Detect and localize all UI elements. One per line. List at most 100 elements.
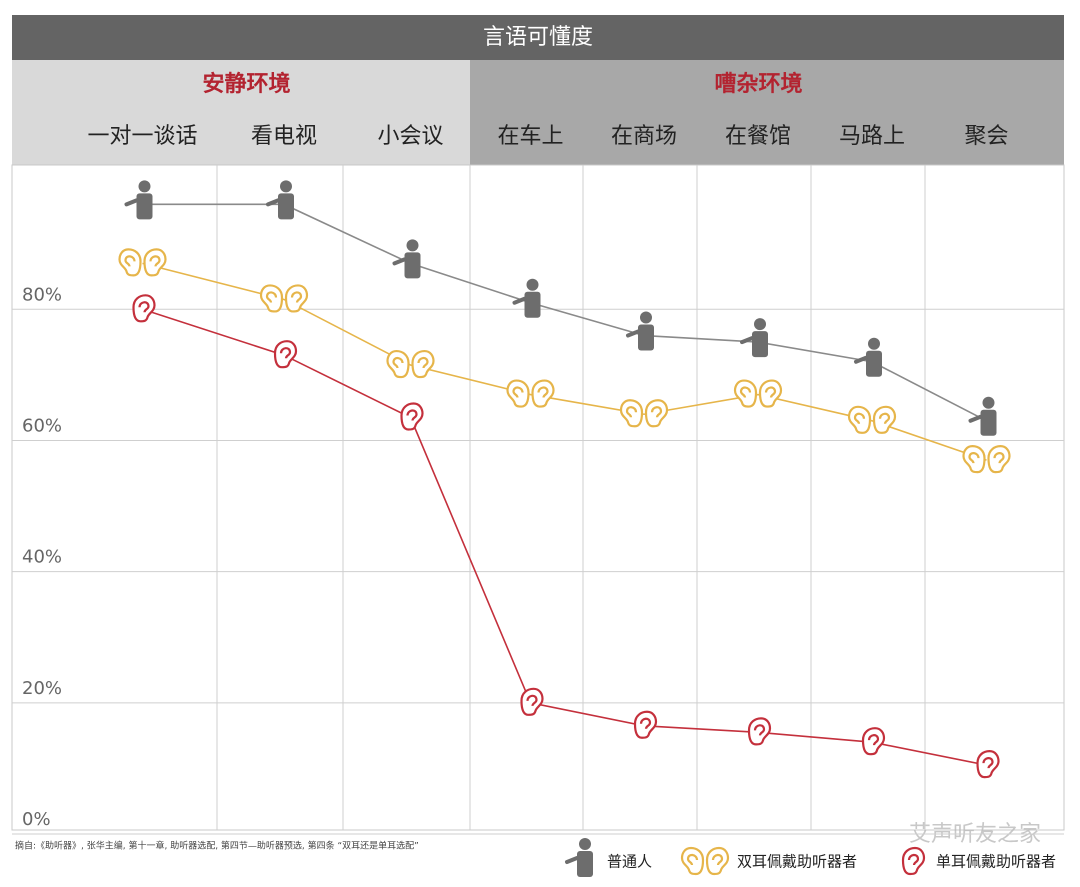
marker-ear xyxy=(506,379,530,408)
marker-body xyxy=(278,193,294,220)
title-bar xyxy=(12,15,1064,60)
data-point xyxy=(968,396,997,436)
y-tick-label: 0% xyxy=(22,809,51,830)
marker-ear xyxy=(132,294,156,323)
marker-ear xyxy=(259,284,284,313)
marker-head xyxy=(406,239,419,252)
marker-body xyxy=(404,252,421,279)
data-point xyxy=(626,311,654,351)
legend-icon xyxy=(565,838,593,877)
marker-head xyxy=(640,311,652,324)
marker-arm xyxy=(266,198,280,207)
group-header xyxy=(470,60,1064,165)
x-tick-label: 在商场 xyxy=(611,124,677,149)
data-point xyxy=(861,727,886,756)
marker-ear xyxy=(619,399,644,428)
marker-head xyxy=(138,180,151,193)
y-tick-label: 40% xyxy=(22,547,62,568)
data-point xyxy=(266,180,294,220)
data-point xyxy=(506,379,555,408)
marker-ear xyxy=(976,750,1000,779)
marker-head xyxy=(526,278,539,291)
marker-arm xyxy=(968,414,983,423)
marker-ear xyxy=(520,687,544,716)
marker-arm xyxy=(854,355,868,364)
x-tick-label: 一对一谈话 xyxy=(87,124,197,149)
series-line xyxy=(142,308,987,766)
marker-ear xyxy=(644,399,669,428)
marker-head xyxy=(982,396,995,409)
marker-arm xyxy=(740,336,754,345)
marker-ear xyxy=(733,379,758,408)
marker-ear xyxy=(872,405,897,434)
group-label: 安静环境 xyxy=(202,71,290,97)
y-tick-label: 60% xyxy=(22,415,62,436)
legend-icon xyxy=(901,846,926,876)
group-header xyxy=(12,60,470,165)
data-point xyxy=(633,710,658,739)
marker-head xyxy=(280,180,292,193)
data-point xyxy=(747,717,772,746)
marker-head xyxy=(868,337,880,350)
marker-arm xyxy=(565,856,579,864)
chart-title: 言语可懂度 xyxy=(483,25,593,50)
data-point xyxy=(847,405,897,434)
data-point xyxy=(520,687,544,716)
legend-icon xyxy=(680,846,730,876)
marker-ear xyxy=(861,727,886,756)
series-line xyxy=(142,203,987,422)
marker-ear xyxy=(962,445,986,474)
data-point xyxy=(273,340,298,369)
marker-arm xyxy=(512,296,527,305)
data-point xyxy=(854,337,882,377)
data-point xyxy=(124,180,153,220)
marker-ear xyxy=(680,846,705,876)
data-point xyxy=(132,294,156,323)
data-point xyxy=(733,379,783,408)
data-point xyxy=(386,349,435,379)
data-point xyxy=(259,284,309,313)
legend-label: 双耳佩戴助听器者 xyxy=(737,853,857,871)
marker-head xyxy=(579,838,591,850)
marker-body xyxy=(752,331,768,358)
data-point xyxy=(118,248,167,277)
data-point xyxy=(962,445,1011,474)
plot-frame xyxy=(11,164,1065,831)
x-tick-label: 聚会 xyxy=(964,124,1008,149)
marker-ear xyxy=(143,248,167,277)
marker-arm xyxy=(392,257,407,266)
marker-ear xyxy=(847,405,872,434)
x-tick-label: 在车上 xyxy=(497,124,563,149)
marker-ear xyxy=(400,402,424,431)
group-label: 嘈杂环境 xyxy=(714,71,802,97)
data-point xyxy=(619,399,669,428)
y-tick-label: 80% xyxy=(22,284,62,305)
source-note: 摘自:《助听器》, 张华主编, 第十一章, 助听器选配, 第四节—助听器预选, … xyxy=(15,840,419,852)
data-point xyxy=(976,750,1000,779)
marker-body xyxy=(136,193,153,220)
marker-head xyxy=(754,318,766,331)
marker-ear xyxy=(987,445,1011,474)
marker-ear xyxy=(901,846,926,876)
x-tick-label: 在餐馆 xyxy=(725,124,791,149)
marker-ear xyxy=(273,340,298,369)
y-tick-label: 20% xyxy=(22,678,62,699)
marker-body xyxy=(524,291,541,318)
marker-ear xyxy=(747,717,772,746)
data-point xyxy=(392,239,421,279)
marker-body xyxy=(866,350,882,377)
marker-ear xyxy=(758,379,783,408)
marker-body xyxy=(577,851,593,877)
marker-ear xyxy=(284,284,309,313)
marker-ear xyxy=(118,248,142,277)
data-point xyxy=(400,402,424,431)
legend-label: 普通人 xyxy=(607,853,652,871)
data-point xyxy=(740,318,768,358)
marker-arm xyxy=(626,329,640,338)
marker-ear xyxy=(633,710,658,739)
marker-body xyxy=(980,409,997,436)
marker-ear xyxy=(705,846,730,876)
x-tick-label: 马路上 xyxy=(839,124,905,149)
marker-ear xyxy=(411,349,435,379)
